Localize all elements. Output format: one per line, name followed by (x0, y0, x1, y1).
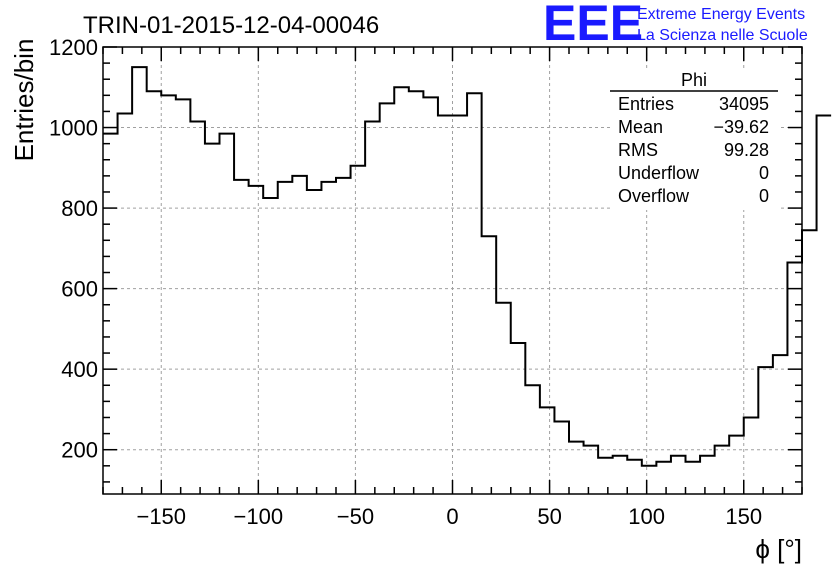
histogram-bin (496, 303, 511, 494)
histogram-bin (671, 456, 686, 494)
histogram-line (103, 66, 832, 467)
histogram-bin (103, 134, 118, 494)
stats-name: Phi (681, 70, 707, 90)
histogram-bin (700, 456, 715, 494)
y-tick-label: 1000 (49, 116, 98, 141)
histogram-bin (380, 103, 395, 494)
histogram-bin (584, 446, 599, 494)
histogram-bin (409, 91, 424, 494)
tick-marks (102, 46, 803, 494)
histogram-bin (190, 122, 205, 495)
histogram-bin (205, 144, 220, 494)
histogram-bin (220, 134, 235, 494)
histogram-bin (758, 367, 773, 494)
y-tick-label: 600 (61, 277, 98, 302)
histogram-bin (423, 97, 438, 494)
x-axis-title: ϕ [°] (755, 534, 802, 564)
eee-logo: EEE Extreme Energy Events La Scienza nel… (543, 0, 808, 51)
histogram-bin (321, 182, 336, 494)
y-tick-label: 800 (61, 196, 98, 221)
x-tick-label: −150 (136, 504, 186, 529)
histogram-bin (365, 122, 380, 495)
stats-label: Mean (618, 117, 663, 137)
histogram-bin (715, 446, 730, 494)
stats-value: 0 (759, 163, 769, 183)
histogram-bin (307, 190, 322, 494)
chart-title: TRIN-01-2015-12-04-00046 (83, 12, 379, 39)
stats-box: Phi Entries 34095 Mean −39.62 RMS 99.28 Underf… (610, 70, 778, 210)
histogram-bin (554, 422, 569, 494)
x-tick-label: 0 (446, 504, 458, 529)
histogram-bin (598, 458, 613, 494)
histogram-bin (263, 198, 278, 494)
histogram-bin (525, 385, 540, 494)
x-tick-label: 50 (537, 504, 561, 529)
histogram-bin (482, 236, 497, 494)
histogram-bin (453, 115, 468, 494)
stats-value: 34095 (719, 94, 769, 114)
y-tick-label: 1200 (49, 35, 98, 60)
histogram-bin (336, 178, 351, 494)
stats-label: Underflow (618, 163, 700, 183)
histogram-plot (103, 66, 832, 495)
histogram-bin (817, 115, 832, 494)
histogram-bin (627, 460, 642, 494)
x-tick-label: 100 (628, 504, 665, 529)
logo-line-2: La Scienza nelle Scuole (637, 27, 808, 44)
histogram-bin (132, 67, 147, 494)
stats-label: Overflow (618, 186, 690, 206)
histogram-bin (540, 407, 555, 494)
y-tick-label: 400 (61, 357, 98, 382)
histogram-bin (642, 466, 657, 494)
stats-value: −39.62 (713, 117, 769, 137)
histogram-bin (394, 87, 409, 494)
histogram-bin (234, 180, 249, 494)
tick-labels: −150 −100 −50 0 50 100 150 200 400 600 800 1000 1200 (49, 35, 762, 529)
histogram-bin (278, 182, 293, 494)
histogram-bin (656, 462, 671, 494)
histogram-bin (787, 262, 802, 494)
x-tick-label: 150 (725, 504, 762, 529)
x-tick-label: −50 (337, 504, 374, 529)
histogram-bin (147, 91, 162, 494)
histogram-bin (118, 113, 133, 494)
stats-box-background (610, 70, 778, 210)
histogram-bin (176, 99, 191, 494)
y-tick-label: 200 (61, 438, 98, 463)
stats-value: 0 (759, 186, 769, 206)
histogram-bin (802, 230, 817, 494)
histogram-bin (744, 417, 759, 494)
histogram-bin (569, 442, 584, 494)
histogram-bin (613, 456, 628, 494)
histogram-bin (292, 176, 307, 494)
logo-mark: EEE (543, 0, 643, 51)
histogram-bin (467, 93, 482, 494)
y-axis-title: Entries/bin (9, 39, 39, 162)
histogram-bin (438, 115, 453, 494)
histogram-bin (729, 436, 744, 494)
stats-rows: Entries 34095 Mean −39.62 RMS 99.28 Underflow 0… (618, 94, 769, 206)
histogram-bin (773, 355, 788, 494)
x-tick-label: −100 (234, 504, 284, 529)
histogram-bin (161, 95, 176, 494)
histogram-bin (511, 343, 526, 494)
logo-line-1: Extreme Energy Events (637, 6, 805, 23)
histogram-bin (351, 166, 366, 494)
stats-label: Entries (618, 94, 674, 114)
stats-label: RMS (618, 140, 658, 160)
histogram-bin (249, 186, 264, 494)
histogram-bin (686, 462, 701, 494)
stats-value: 99.28 (724, 140, 769, 160)
